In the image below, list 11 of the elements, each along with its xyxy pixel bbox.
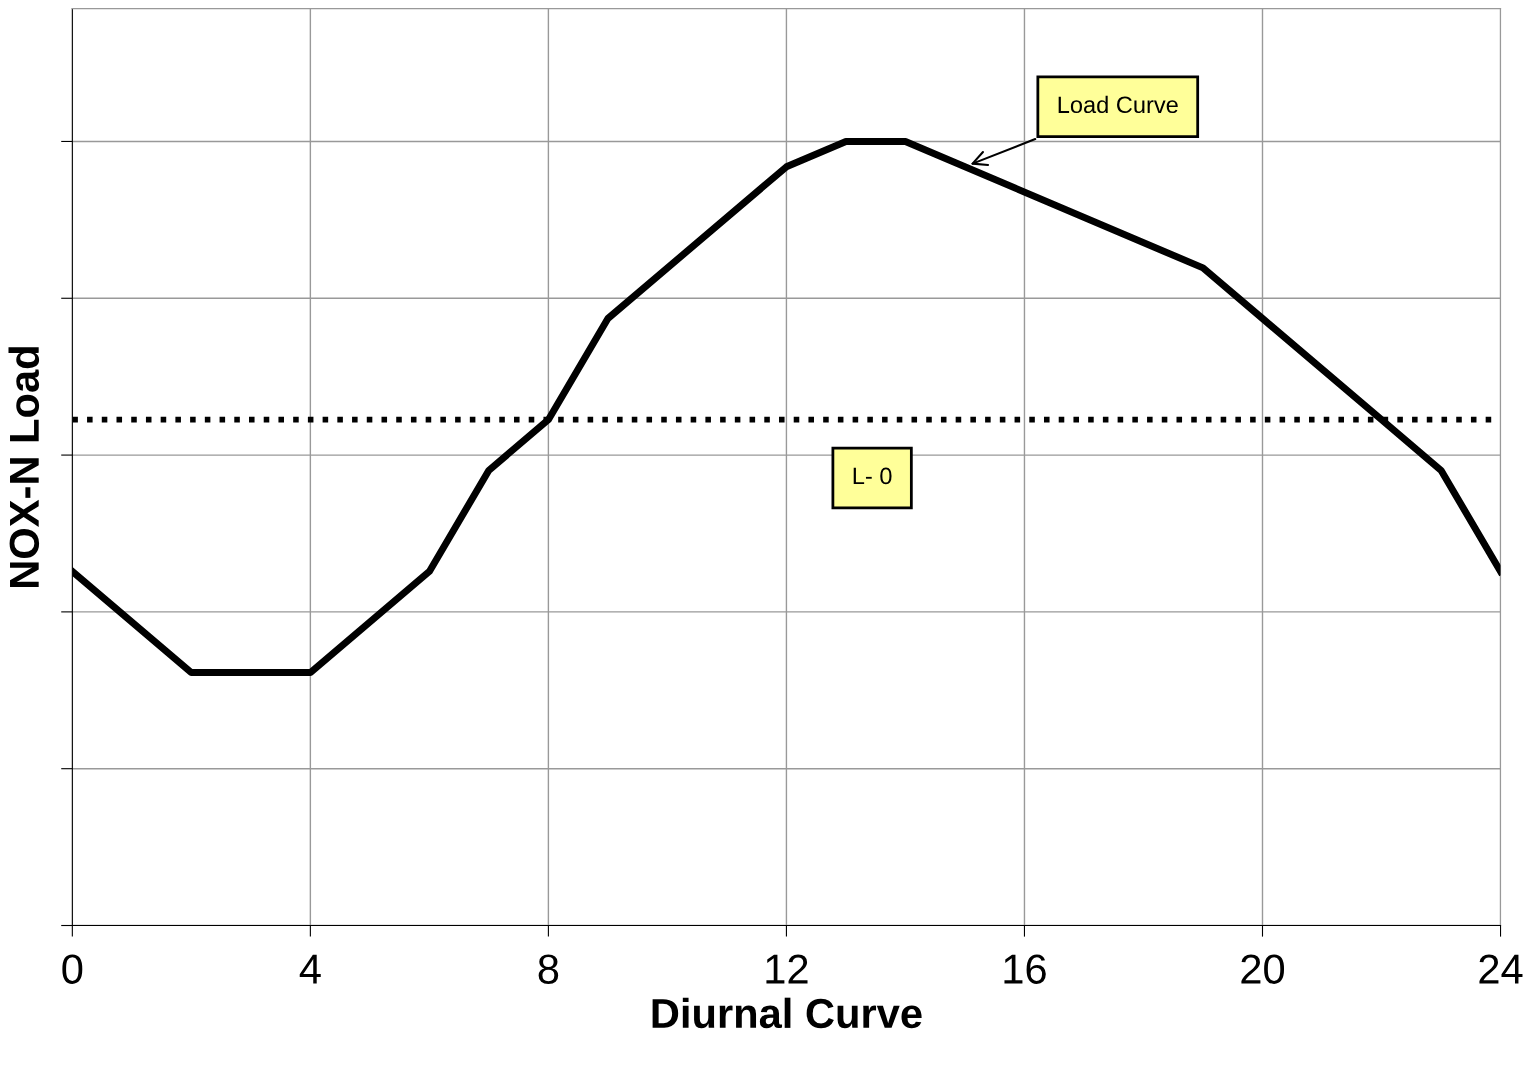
x-tick-label: 4 — [299, 954, 321, 984]
x-axis-title: Diurnal Curve — [652, 997, 922, 1029]
ref-line-label: L- 0 — [853, 467, 892, 485]
x-tick-label: 8 — [538, 954, 559, 984]
x-tick-label: 12 — [766, 954, 808, 984]
x-tick-label: 24 — [1479, 954, 1523, 984]
x-tick-label: 16 — [1004, 954, 1046, 984]
x-tick-label: 0 — [62, 954, 83, 984]
y-axis-title: NOX-N Load — [8, 347, 40, 587]
x-tick-label: 20 — [1241, 954, 1285, 984]
text: Load Curve — [1058, 95, 1178, 114]
